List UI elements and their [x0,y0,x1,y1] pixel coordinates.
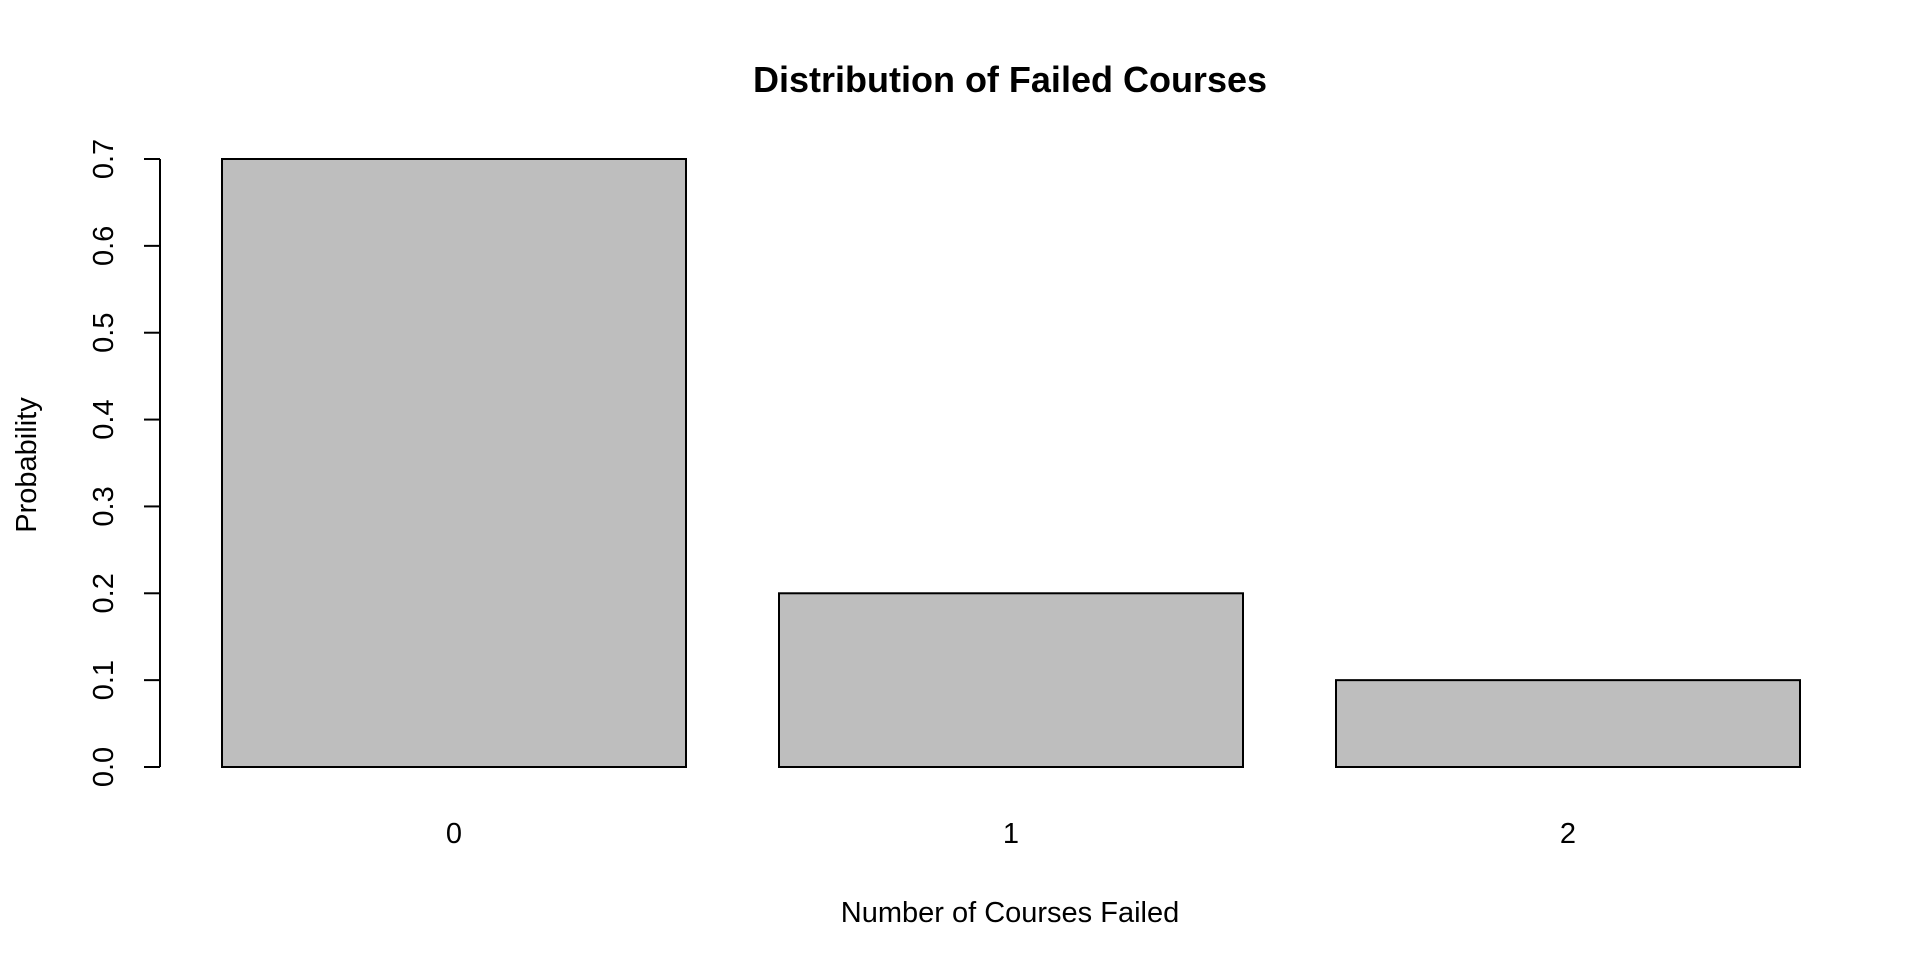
y-axis-tick-label: 0.5 [88,313,120,353]
y-axis-tick-label: 0.1 [88,660,120,700]
y-axis-label: Probability [11,397,43,533]
y-axis-tick-label: 0.7 [88,139,120,179]
chart-title: Distribution of Failed Courses [753,59,1267,100]
y-axis-tick-label: 0.6 [88,226,120,266]
y-axis-tick-label: 0.0 [88,747,120,787]
x-axis-tick-label: 2 [1560,818,1576,850]
x-axis-tick-label: 1 [1003,818,1019,850]
y-axis-tick-label: 0.4 [88,399,120,439]
bar-1 [778,592,1244,768]
x-axis-label: Number of Courses Failed [841,897,1179,929]
bar-0 [221,158,687,768]
y-axis: 0.0 0.1 0.2 0.3 0.4 0.5 0.6 0.7 [88,139,161,787]
y-axis-tick-label: 0.2 [88,573,120,613]
x-axis-tick-label: 0 [446,818,462,850]
x-axis-tick-labels: 0 1 2 [446,818,1576,850]
y-axis-tick-label: 0.3 [88,486,120,526]
bars [221,158,1801,769]
bar-2 [1335,679,1801,769]
